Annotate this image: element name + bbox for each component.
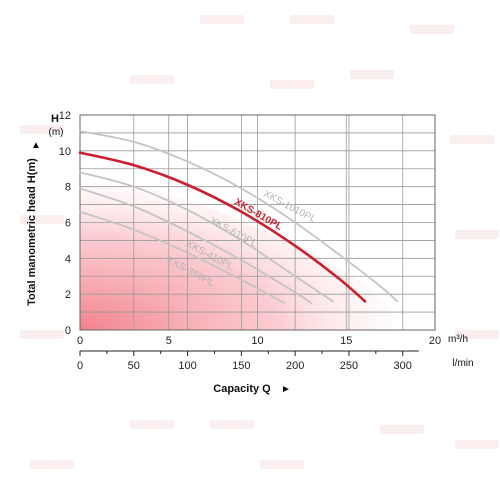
area-fill <box>80 181 392 330</box>
watermark-layer <box>20 15 499 469</box>
watermark-mark <box>380 425 424 434</box>
x-tick-label-m3h: 0 <box>77 335 83 347</box>
y-axis-title: Total manometric head H(m) <box>26 158 38 306</box>
x-tick-label-lmin: 150 <box>232 360 250 372</box>
x-unit-lmin: l/min <box>452 358 473 369</box>
y-tick-label: 0 <box>65 325 71 337</box>
y-axis-letter: H <box>51 113 59 125</box>
x-tick-label-lmin: 100 <box>178 360 196 372</box>
x-tick-label-lmin: 50 <box>128 360 140 372</box>
watermark-mark <box>455 330 499 339</box>
x-tick-label-lmin: 250 <box>340 360 358 372</box>
y-tick-label: 6 <box>65 218 71 230</box>
x-tick-label-m3h: 5 <box>166 335 172 347</box>
watermark-mark <box>20 125 64 134</box>
x-tick-label-m3h: 10 <box>251 335 263 347</box>
y-axis-unit: (m) <box>49 127 64 138</box>
x-tick-label-lmin: 200 <box>286 360 304 372</box>
y-tick-label: 12 <box>59 110 71 122</box>
x-tick-label-m3h: 15 <box>340 335 352 347</box>
y-tick-label: 10 <box>59 146 71 158</box>
watermark-mark <box>20 330 64 339</box>
y-axis-arrow: ▲ <box>31 140 41 151</box>
x-tick-label-m3h: 20 <box>429 335 441 347</box>
watermark-mark <box>20 215 64 224</box>
watermark-mark <box>450 135 494 144</box>
area-fill-region <box>80 181 392 330</box>
curves-layer <box>78 130 399 305</box>
series-line <box>79 187 313 305</box>
series-line <box>78 151 367 303</box>
x-axis-arrow: ► <box>281 384 291 395</box>
y-tick-label: 8 <box>65 182 71 194</box>
series-line <box>79 130 399 303</box>
x-axis-title: Capacity Q <box>213 383 271 395</box>
watermark-mark <box>350 70 394 79</box>
y-tick-label: 2 <box>65 289 71 301</box>
y-tick-label: 4 <box>65 253 71 265</box>
watermark-mark <box>455 440 499 449</box>
watermark-mark <box>130 420 174 429</box>
watermark-mark <box>30 460 74 469</box>
watermark-mark <box>210 420 254 429</box>
plot-frame <box>79 114 436 331</box>
series-line <box>79 210 286 305</box>
x-tick-label-lmin: 300 <box>394 360 412 372</box>
watermark-mark <box>200 15 244 24</box>
watermark-mark <box>270 80 314 89</box>
watermark-mark <box>410 25 454 34</box>
watermark-mark <box>290 15 334 24</box>
watermark-mark <box>260 460 304 469</box>
watermark-mark <box>455 230 499 239</box>
watermark-mark <box>130 75 174 84</box>
series-line <box>79 171 334 303</box>
x-unit-m3h: m³/h <box>448 334 468 345</box>
x-tick-label-lmin: 0 <box>77 360 83 372</box>
